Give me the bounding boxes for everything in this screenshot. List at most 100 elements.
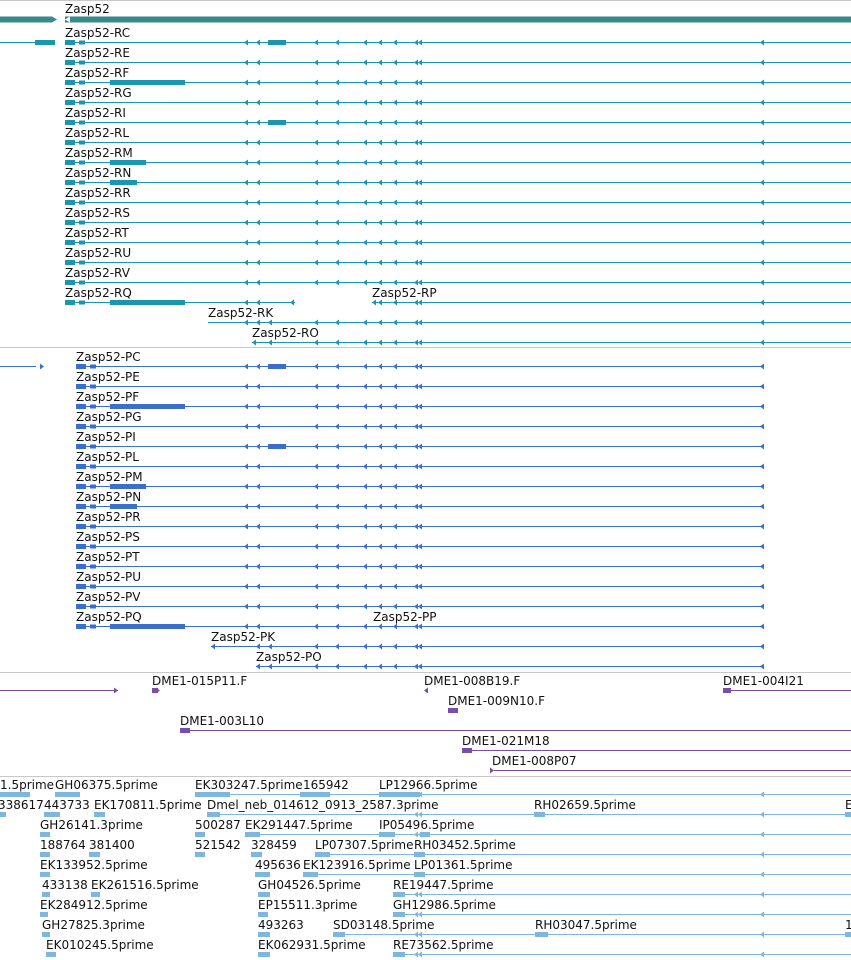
est-label[interactable]: 381400 [89,838,135,852]
est-label[interactable]: EK261516.5prime [91,878,199,892]
est-label[interactable]: RH02659.5prime [534,798,636,812]
protein-label[interactable]: Zasp52-PV [76,590,141,604]
est-label[interactable]: LP12966.5prime [379,778,478,792]
transcript-label[interactable]: Zasp52-RU [65,246,132,260]
protein-label[interactable]: Zasp52-PR [76,510,141,524]
protein-label[interactable]: Zasp52-PQ [76,610,142,624]
transcript-label[interactable]: Zasp52-RC [65,26,131,40]
est-label[interactable]: RH03047.5prime [535,918,637,932]
protein-label[interactable]: Zasp52-PE [76,370,140,384]
est-label[interactable]: 443733 [44,798,90,812]
transcript-label[interactable]: Zasp52-RS [65,206,130,220]
strand-arrow-left-icon [760,931,764,938]
exon-block [90,444,96,449]
est-label[interactable]: LP01361.5prime [414,858,513,872]
transcript-label[interactable]: Zasp52-RN [65,166,132,180]
est-label[interactable]: 188764 [40,838,86,852]
est-label[interactable]: 328459 [251,838,297,852]
gene-label[interactable]: Zasp52 [65,2,110,16]
protein-label[interactable]: Zasp52-PG [76,410,142,424]
transcript-label[interactable]: Zasp52-RI [65,106,126,120]
exon-block [90,604,96,609]
protein-label[interactable]: Zasp52-PU [76,570,142,584]
transcript-label[interactable]: Zasp52-RP [372,286,437,300]
est-label[interactable]: GH06375.5prime [55,778,158,792]
transcript-label[interactable]: Zasp52-RL [65,126,130,140]
strand-arrow-left-icon [378,623,382,630]
est-label[interactable]: 165942 [303,778,349,792]
strand-arrow-left-icon [76,603,80,610]
gene-body [0,16,52,23]
strand-arrow-left-icon [414,951,418,958]
est-label[interactable]: EK123916.5prime [303,858,411,872]
clone-label[interactable]: DME1-003L10 [180,714,264,728]
transcript-label[interactable]: Zasp52-RO [252,326,319,340]
est-label[interactable]: EK284912.5prime [40,898,148,912]
est-label[interactable]: LP07307.5prime [315,838,414,852]
protein-label[interactable]: Zasp52-PP [373,610,437,624]
est-label[interactable]: 1 [845,918,851,932]
transcript-label[interactable]: Zasp52-RT [65,226,129,240]
est-label[interactable]: IP05496.5prime [379,818,475,832]
est-block [379,792,420,797]
est-label[interactable]: SD03148.5prime [333,918,435,932]
strand-arrow-left-icon [414,99,418,106]
est-label[interactable]: EP15511.3prime [258,898,358,912]
protein-label[interactable]: Zasp52-PS [76,530,140,544]
transcript-label[interactable]: Zasp52-RR [65,186,131,200]
est-label[interactable]: 495636 [255,858,301,872]
strand-arrow-left-icon [314,403,318,410]
est-label[interactable]: 493263 [258,918,304,932]
est-label[interactable]: EK133952.5prime [40,858,148,872]
protein-label[interactable]: Zasp52-PM [76,470,143,484]
est-label[interactable]: 338617 [0,798,44,812]
est-label[interactable]: GH27825.3prime [42,918,145,932]
transcript-label[interactable]: Zasp52-RM [65,146,133,160]
est-label[interactable]: 500287 [195,818,241,832]
clone-label[interactable]: DME1-004I21 [723,674,804,688]
protein-label[interactable]: Zasp52-PL [76,450,139,464]
protein-label[interactable]: Zasp52-PF [76,390,140,404]
protein-label[interactable]: Zasp52-PK [211,630,276,644]
transcript-label[interactable]: Zasp52-RF [65,66,130,80]
strand-arrow-left-icon [414,79,418,86]
strand-arrow-left-icon [244,139,248,146]
est-label[interactable]: GH12986.5prime [393,898,496,912]
transcript-label[interactable]: Zasp52-RK [208,306,274,320]
transcript-label[interactable]: Zasp52-RE [65,46,130,60]
protein-label[interactable]: Zasp52-PO [256,650,322,664]
strand-arrow-left-icon [363,339,367,346]
est-label[interactable]: Dmel_neb_014612_0913_2587.3prime [207,798,439,812]
est-label[interactable]: RE19447.5prime [393,878,494,892]
est-label[interactable]: RE73562.5prime [393,938,494,952]
est-label[interactable]: 1.5prime [0,778,55,792]
transcript-label[interactable]: Zasp52-RG [65,86,132,100]
clone-label[interactable]: DME1-015P11.F [152,674,248,688]
transcript-label[interactable]: Zasp52-RQ [65,286,132,300]
strand-arrow-left-icon [393,319,397,326]
strand-arrow-left-icon [414,423,418,430]
est-label[interactable]: 433138 [42,878,88,892]
protein-label[interactable]: Zasp52-PI [76,430,136,444]
transcript-label[interactable]: Zasp52-RV [65,266,130,280]
est-label[interactable]: EK303247.5prime [195,778,303,792]
exon-block [90,584,96,589]
est-label[interactable]: EK291447.5prime [245,818,353,832]
clone-label[interactable]: DME1-008P07 [492,754,577,768]
est-label[interactable]: RH03452.5prime [414,838,516,852]
strand-arrow-left-icon [760,543,764,550]
clone-label[interactable]: DME1-008B19.F [424,674,521,688]
est-label[interactable]: GH04526.5prime [258,878,361,892]
est-label[interactable]: EK062931.5prime [258,938,366,952]
est-label[interactable]: E [845,798,851,812]
est-label[interactable]: EK010245.5prime [46,938,154,952]
est-label[interactable]: EK170811.5prime [94,798,202,812]
protein-label[interactable]: Zasp52-PN [76,490,142,504]
clone-label[interactable]: DME1-021M18 [462,734,550,748]
protein-label[interactable]: Zasp52-PC [76,350,141,364]
strand-arrow-left-icon [335,423,339,430]
est-label[interactable]: GH26141.3prime [40,818,143,832]
clone-label[interactable]: DME1-009N10.F [448,694,546,708]
protein-label[interactable]: Zasp52-PT [76,550,140,564]
est-label[interactable]: 521542 [195,838,241,852]
